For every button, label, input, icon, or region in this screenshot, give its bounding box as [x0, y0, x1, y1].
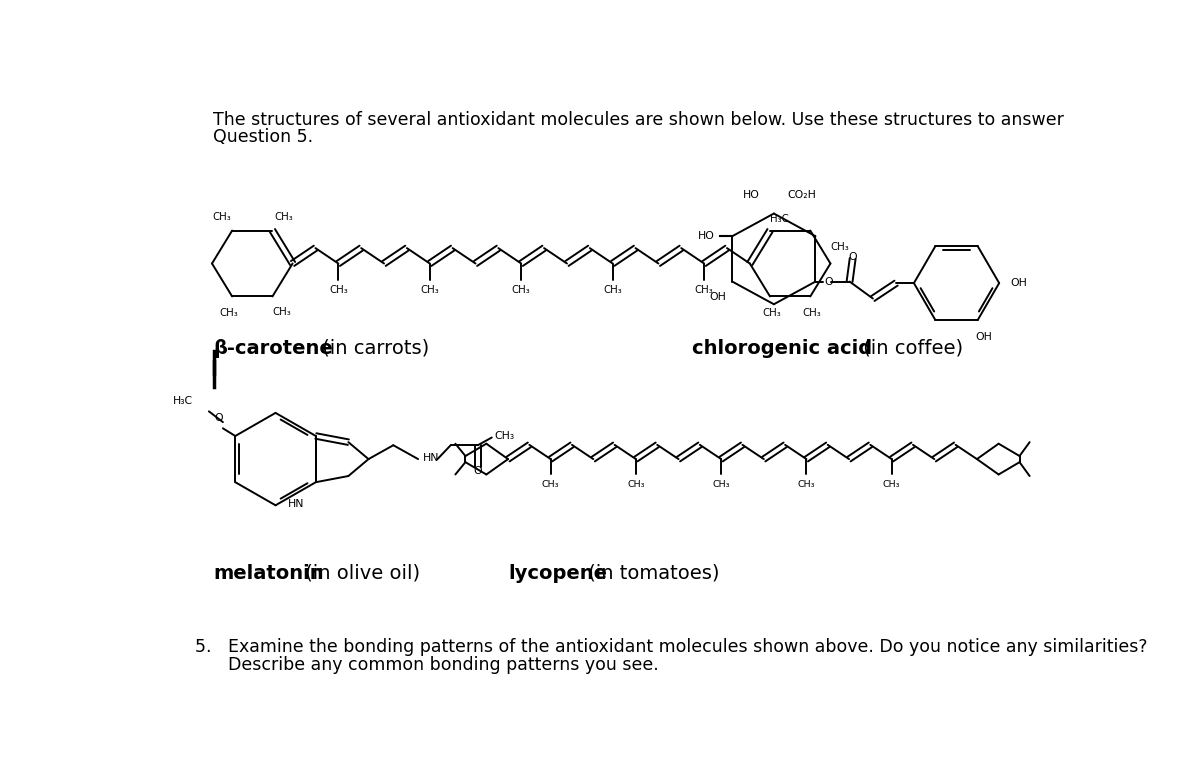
Text: Describe any common bonding patterns you see.: Describe any common bonding patterns you… [194, 656, 659, 674]
Text: HN: HN [288, 499, 304, 509]
Text: CH₃: CH₃ [803, 308, 821, 318]
Text: OH: OH [976, 332, 992, 342]
Text: H₃C: H₃C [173, 396, 193, 406]
Text: CH₃: CH₃ [830, 242, 850, 252]
Text: CH₃: CH₃ [218, 308, 238, 317]
Text: CH₃: CH₃ [798, 480, 815, 489]
Text: CH₃: CH₃ [512, 285, 530, 295]
Text: β-carotene: β-carotene [214, 339, 334, 358]
Text: CH₃: CH₃ [713, 480, 730, 489]
Text: O: O [215, 412, 223, 422]
Text: The structures of several antioxidant molecules are shown below. Use these struc: The structures of several antioxidant mo… [214, 111, 1064, 129]
Text: 5.   Examine the bonding patterns of the antioxidant molecules shown above. Do y: 5. Examine the bonding patterns of the a… [194, 639, 1147, 656]
Text: CH₃: CH₃ [212, 212, 230, 222]
Text: melatonin: melatonin [214, 564, 324, 583]
Text: (in olive oil): (in olive oil) [299, 564, 420, 583]
Text: chlorogenic acid: chlorogenic acid [692, 339, 872, 358]
Text: (in tomatoes): (in tomatoes) [582, 564, 720, 583]
Text: HO: HO [698, 231, 715, 241]
Text: HO: HO [743, 190, 760, 200]
Text: CH₃: CH₃ [695, 285, 714, 295]
Text: O: O [474, 467, 482, 477]
Text: CH₃: CH₃ [272, 307, 292, 317]
Text: CH₃: CH₃ [762, 308, 781, 318]
Text: OH: OH [1010, 278, 1027, 288]
Text: OH: OH [710, 292, 727, 302]
Text: CH₃: CH₃ [494, 431, 515, 441]
Text: lycopene: lycopene [508, 564, 607, 583]
Text: HN: HN [422, 453, 439, 463]
Text: (in coffee): (in coffee) [857, 339, 962, 358]
Text: CH₃: CH₃ [329, 285, 348, 295]
Text: CO₂H: CO₂H [788, 190, 817, 200]
Text: O: O [848, 252, 857, 262]
Text: CH₃: CH₃ [604, 285, 622, 295]
Text: CH₃: CH₃ [420, 285, 439, 295]
Text: (in carrots): (in carrots) [316, 339, 430, 358]
Text: H₃C: H₃C [770, 214, 788, 224]
Text: CH₃: CH₃ [628, 480, 644, 489]
Text: CH₃: CH₃ [542, 480, 559, 489]
Text: CH₃: CH₃ [883, 480, 900, 489]
Text: O: O [824, 277, 834, 287]
Text: CH₃: CH₃ [274, 212, 293, 222]
Text: Question 5.: Question 5. [214, 129, 313, 146]
